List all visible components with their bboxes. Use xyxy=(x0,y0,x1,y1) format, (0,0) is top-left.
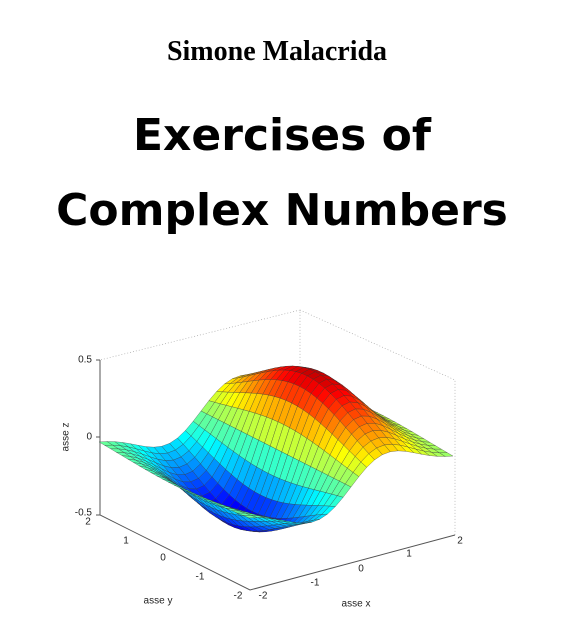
y-tick-label: -2 xyxy=(234,591,243,602)
title-line: Complex Numbers xyxy=(56,185,508,236)
z-tick-label: -0.5 xyxy=(75,508,93,519)
y-tick-label: 2 xyxy=(85,517,91,528)
y-tick-label: 0 xyxy=(160,553,166,564)
title-line: Exercises of xyxy=(133,110,432,161)
y-tick-label: 1 xyxy=(123,536,129,547)
z-axis-label: asse z xyxy=(61,423,72,452)
back-wall xyxy=(299,309,456,535)
x-tick-label: -2 xyxy=(259,591,268,602)
y-tick-label: -1 xyxy=(196,572,205,583)
x-tick-label: 2 xyxy=(457,536,463,547)
author: Simone Malacrida xyxy=(167,36,387,67)
z-tick-label: 0.5 xyxy=(78,355,92,366)
x-tick-label: 0 xyxy=(358,564,364,575)
surface-patch xyxy=(243,515,257,519)
y-axis-label: asse y xyxy=(144,596,173,607)
x-tick-label: -1 xyxy=(311,578,320,589)
surface xyxy=(98,365,454,533)
x-tick-label: 1 xyxy=(406,549,412,560)
x-axis-label: asse x xyxy=(342,599,371,610)
surface-plot: 0.5 0 -0.5 asse z 2 1 0 -1 -2 -2 -1 0 1 … xyxy=(61,309,463,610)
z-tick-label: 0 xyxy=(86,432,92,443)
